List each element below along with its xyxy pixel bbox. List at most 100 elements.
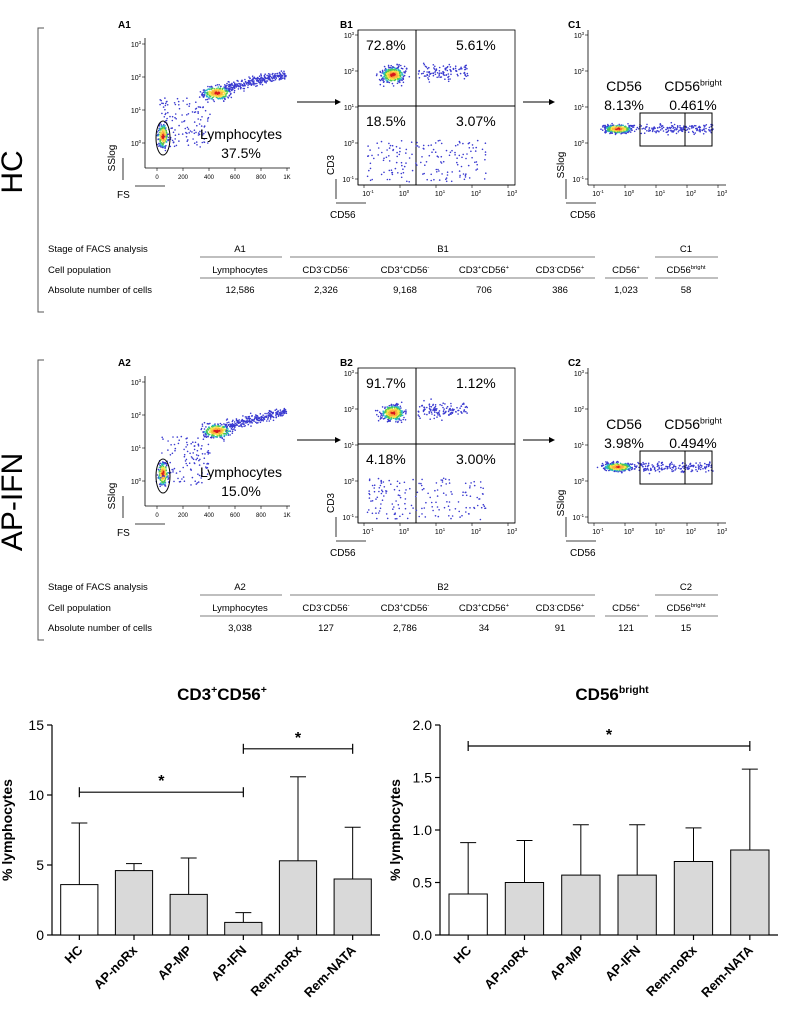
event-dot xyxy=(240,83,242,85)
event-dot xyxy=(469,485,471,487)
event-dot xyxy=(459,407,461,410)
event-dot xyxy=(367,155,369,157)
event-dot xyxy=(433,67,435,69)
event-dot xyxy=(701,129,703,131)
event-dot xyxy=(233,91,236,94)
event-dot xyxy=(230,92,232,95)
event-dot xyxy=(400,421,403,424)
event-dot xyxy=(245,421,247,423)
event-dot xyxy=(659,124,661,126)
x-axis-label: CD56 xyxy=(570,210,596,221)
event-dot xyxy=(631,463,634,465)
event-dot xyxy=(695,466,697,469)
event-dot xyxy=(418,482,420,485)
event-dot xyxy=(610,464,612,467)
event-dot xyxy=(608,469,610,472)
event-dot xyxy=(432,148,435,151)
event-dot xyxy=(422,144,425,147)
event-dot xyxy=(667,129,670,132)
event-dot xyxy=(190,442,192,445)
population-label: CD56bright xyxy=(666,603,705,614)
event-dot xyxy=(399,515,401,518)
event-dot xyxy=(238,421,241,424)
event-dot xyxy=(628,125,630,127)
x-tick-label: 102 xyxy=(686,527,697,536)
event-dot xyxy=(272,75,274,77)
event-dot xyxy=(265,80,268,82)
event-dot xyxy=(391,171,393,174)
event-dot xyxy=(389,144,392,147)
event-dot xyxy=(156,143,159,146)
event-dot xyxy=(394,67,397,70)
event-dot xyxy=(244,80,247,83)
event-dot xyxy=(396,77,399,80)
event-dot xyxy=(388,81,391,84)
event-dot xyxy=(215,426,218,428)
event-dot xyxy=(447,410,450,413)
event-dot xyxy=(446,405,449,408)
event-dot xyxy=(442,72,445,74)
event-dot xyxy=(400,413,403,416)
event-dot xyxy=(201,481,203,484)
event-dot xyxy=(692,465,694,467)
cell-count: 12,586 xyxy=(225,285,254,296)
event-dot xyxy=(223,100,225,102)
x-tick-label: AP-IFN xyxy=(602,943,643,984)
event-dot xyxy=(422,147,425,150)
population-label: CD56bright xyxy=(666,265,705,276)
event-dot xyxy=(160,134,162,137)
event-dot xyxy=(205,98,207,101)
event-dot xyxy=(613,465,615,468)
event-dot xyxy=(200,427,203,430)
event-dot xyxy=(212,432,215,435)
event-dot xyxy=(403,165,406,168)
event-dot xyxy=(274,78,277,81)
event-dot xyxy=(379,83,382,86)
event-dot xyxy=(368,509,370,511)
event-dot xyxy=(683,465,685,468)
event-dot xyxy=(219,436,221,439)
x-tick-label: Rem-NATA xyxy=(698,942,756,1000)
event-dot xyxy=(210,87,212,89)
event-dot xyxy=(220,434,223,436)
event-dot xyxy=(431,506,434,508)
event-dot xyxy=(254,415,256,418)
event-dot xyxy=(385,68,388,71)
table-row-label: Absolute number of cells xyxy=(48,623,152,634)
event-dot xyxy=(387,78,389,81)
event-dot xyxy=(673,464,675,466)
bar xyxy=(504,882,545,936)
event-dot xyxy=(229,85,232,87)
event-dot xyxy=(193,129,196,131)
event-dot xyxy=(633,130,636,133)
event-dot xyxy=(392,70,395,73)
event-dot xyxy=(439,403,441,406)
event-dot xyxy=(186,444,189,446)
gate-percent: 15.0% xyxy=(221,483,261,499)
event-dot xyxy=(436,72,439,74)
event-dot xyxy=(185,136,188,138)
event-dot xyxy=(207,450,210,452)
event-dot xyxy=(268,420,271,422)
cell-count: 91 xyxy=(555,623,566,634)
event-dot xyxy=(176,436,179,438)
event-dot xyxy=(224,84,226,86)
event-dot xyxy=(656,130,658,133)
event-dot xyxy=(383,157,385,160)
event-dot xyxy=(201,132,203,134)
event-dot xyxy=(468,147,471,149)
event-dot xyxy=(267,416,270,419)
event-dot xyxy=(466,153,468,155)
event-dot xyxy=(460,411,462,413)
event-dot xyxy=(371,178,374,181)
event-dot xyxy=(226,90,229,93)
event-dot xyxy=(686,468,688,470)
event-dot xyxy=(659,126,661,129)
event-dot xyxy=(629,131,632,133)
event-dot xyxy=(415,145,417,147)
event-dot xyxy=(437,140,440,142)
event-dot xyxy=(398,153,401,156)
event-dot xyxy=(399,415,402,418)
event-dot xyxy=(257,79,260,82)
event-dot xyxy=(700,466,702,469)
